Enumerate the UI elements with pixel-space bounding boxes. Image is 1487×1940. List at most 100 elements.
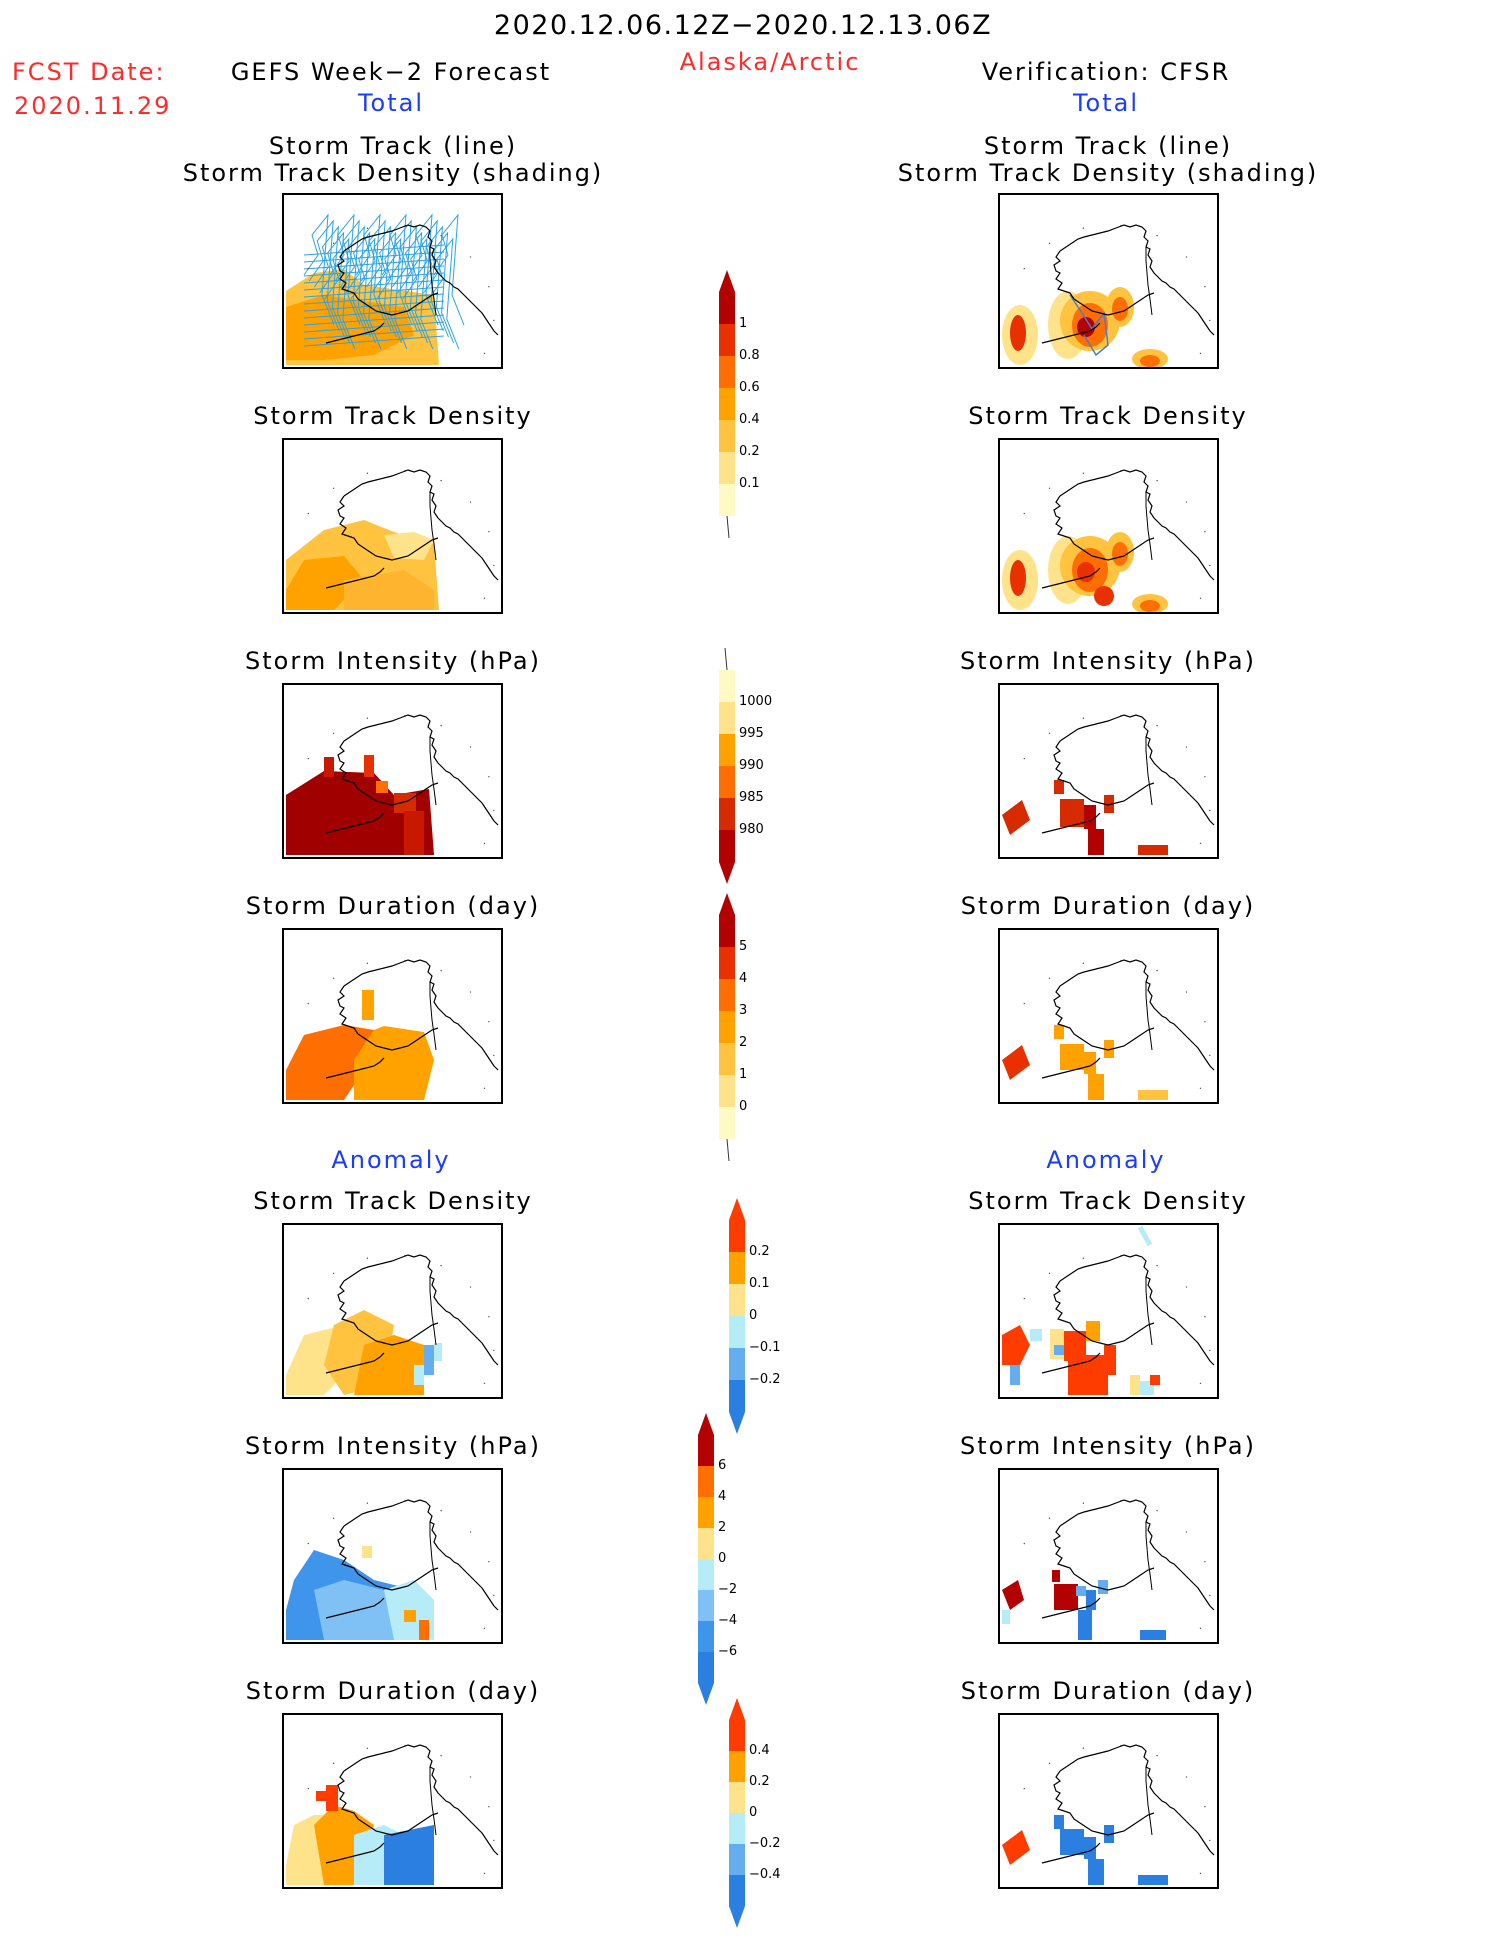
shaded-region bbox=[1002, 1045, 1030, 1080]
coastline bbox=[337, 1770, 439, 1836]
graticule-dot bbox=[440, 479, 442, 482]
density-tick-label: 1 bbox=[739, 316, 748, 331]
country-border bbox=[1145, 1767, 1153, 1836]
intensity-colorbar: 1000 995 990 985 980 bbox=[718, 640, 772, 896]
intensity_anom-color-cell bbox=[698, 1621, 714, 1652]
coastline bbox=[1041, 322, 1101, 344]
coastline bbox=[343, 714, 499, 826]
map-svg bbox=[1002, 1499, 1215, 1640]
graticule-dot bbox=[1185, 501, 1188, 503]
density_anom-colorbar-svg bbox=[729, 1198, 745, 1434]
density-colorbar: 1 0.8 0.6 0.4 0.2 0.1 bbox=[718, 262, 760, 550]
storm-track-line bbox=[345, 231, 377, 344]
graticule-dot bbox=[1209, 1839, 1211, 1842]
map-svg bbox=[1002, 1744, 1215, 1885]
graticule-dot bbox=[1209, 809, 1211, 812]
graticule-dot bbox=[1023, 267, 1026, 270]
duration-color-cell bbox=[719, 1107, 735, 1139]
coastline bbox=[1041, 1057, 1101, 1079]
graticule-dot bbox=[1199, 597, 1202, 600]
graticule-dot bbox=[1199, 1087, 1202, 1090]
graticule-dot bbox=[1156, 234, 1158, 237]
left-anomaly-label: Anomaly bbox=[331, 1146, 451, 1174]
shaded-region bbox=[384, 1825, 434, 1885]
right-column-title: Verification: CFSR bbox=[981, 58, 1231, 86]
duration-color-cell bbox=[719, 1011, 735, 1043]
shaded-region bbox=[1002, 1325, 1030, 1365]
duration-tick-label: 4 bbox=[739, 971, 748, 986]
density_anom-color-cell bbox=[729, 1316, 745, 1348]
graticule-dot bbox=[307, 1787, 310, 1790]
graticule-dot bbox=[332, 732, 335, 735]
right-duration-anom-map bbox=[998, 1713, 1219, 1889]
graticule-dot bbox=[1185, 1531, 1188, 1533]
storm-track-line bbox=[303, 293, 445, 305]
shaded-region bbox=[286, 1025, 374, 1100]
coastline bbox=[1041, 1842, 1101, 1864]
graticule-dot bbox=[332, 1762, 335, 1765]
coastline bbox=[1053, 250, 1155, 316]
country-border bbox=[1145, 492, 1153, 561]
left-duration-title: Storm Duration (day) bbox=[245, 892, 541, 920]
density-color-cell bbox=[719, 388, 735, 420]
storm-track-line bbox=[303, 307, 445, 319]
graticule-dot bbox=[488, 530, 490, 533]
storm-track-line bbox=[371, 231, 403, 344]
coastline bbox=[325, 567, 385, 589]
storm-track-line bbox=[339, 225, 371, 338]
left-density-anom-title: Storm Track Density bbox=[253, 1187, 533, 1215]
graticule-dot bbox=[307, 757, 310, 760]
graticule-dot bbox=[1185, 1776, 1188, 1778]
fcst-date: 2020.11.29 bbox=[14, 92, 172, 120]
intensity-tick-label: 985 bbox=[739, 790, 764, 805]
duration_anom-color-cell bbox=[729, 1844, 745, 1875]
shaded-region bbox=[1140, 355, 1160, 367]
map-svg bbox=[1002, 959, 1215, 1100]
right-density-anom-map bbox=[998, 1223, 1219, 1399]
left-intensity-map bbox=[282, 683, 503, 859]
density_anom-color-cell bbox=[729, 1198, 745, 1252]
coastline bbox=[325, 812, 385, 834]
graticule-dot bbox=[1082, 1502, 1085, 1504]
graticule-dot bbox=[469, 501, 472, 503]
country-border bbox=[1145, 982, 1153, 1051]
graticule-dot bbox=[1199, 1382, 1202, 1385]
graticule-dot bbox=[307, 1542, 310, 1545]
coastline bbox=[1059, 1744, 1215, 1856]
graticule-dot bbox=[440, 1264, 442, 1267]
graticule-dot bbox=[488, 1805, 490, 1808]
graticule-dot bbox=[493, 1349, 495, 1352]
storm-track-line bbox=[417, 225, 449, 338]
shaded-cell bbox=[1010, 1365, 1020, 1385]
duration-color-cell bbox=[719, 947, 735, 979]
coastline bbox=[325, 1057, 385, 1079]
coastline bbox=[343, 224, 499, 336]
graticule-dot bbox=[440, 1754, 442, 1757]
shaded-cell bbox=[434, 1343, 442, 1361]
coastline bbox=[1041, 1352, 1101, 1374]
duration-color-cell bbox=[719, 1075, 735, 1107]
graticule-dot bbox=[366, 1502, 369, 1504]
graticule-dot bbox=[469, 1531, 472, 1533]
map-svg bbox=[286, 1254, 499, 1395]
coastline bbox=[337, 740, 439, 806]
density_anom-color-cell bbox=[729, 1284, 745, 1316]
shaded-cell bbox=[1084, 1837, 1096, 1859]
storm-track-line bbox=[308, 219, 340, 332]
storm-track-line bbox=[303, 279, 445, 291]
graticule-dot bbox=[469, 1776, 472, 1778]
graticule-dot bbox=[1156, 1264, 1158, 1267]
coastline bbox=[325, 322, 385, 344]
density_anom-color-cell bbox=[729, 1252, 745, 1284]
intensity-tick-label: 995 bbox=[739, 726, 764, 741]
right-density-map bbox=[998, 438, 1219, 614]
shaded-region bbox=[1002, 800, 1030, 835]
right-duration-map bbox=[998, 928, 1219, 1104]
density-colorbar-svg bbox=[719, 270, 735, 539]
graticule-dot bbox=[366, 717, 369, 719]
graticule-dot bbox=[483, 1087, 486, 1090]
storm-track-line bbox=[350, 237, 382, 350]
density-tick-label: 0.1 bbox=[739, 476, 760, 491]
graticule-dot bbox=[332, 487, 335, 490]
intensity_anom-tick-label: 0 bbox=[718, 1551, 727, 1566]
